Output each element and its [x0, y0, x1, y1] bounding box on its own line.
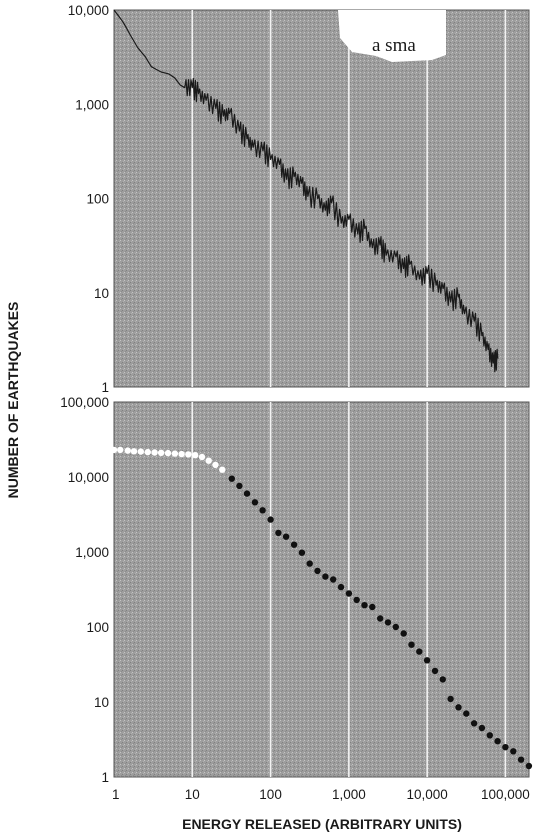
data-point-black	[447, 695, 454, 703]
data-point-black	[353, 596, 360, 604]
data-point-black	[525, 762, 533, 770]
data-point-black	[322, 573, 329, 580]
data-point-black	[463, 710, 470, 717]
data-point-black	[478, 724, 486, 732]
annotation-text: a sma	[372, 35, 416, 56]
x-tick-label: 10,000	[406, 787, 447, 802]
data-point-black	[400, 630, 407, 637]
data-point-white	[137, 448, 144, 455]
data-point-black	[298, 549, 306, 556]
data-point-black	[228, 475, 235, 482]
data-point-black	[455, 704, 462, 711]
data-point-black	[236, 482, 243, 490]
data-point-black	[282, 533, 290, 540]
data-point-white	[117, 446, 124, 454]
data-point-white	[151, 449, 158, 456]
data-point-white	[130, 448, 138, 455]
data-point-black	[361, 602, 368, 609]
data-point-black	[251, 499, 259, 506]
x-tick-label: 10	[185, 787, 200, 802]
y-tick-label: 1	[101, 770, 109, 785]
y-tick-label: 10,000	[68, 470, 109, 485]
y-tick-label: 1,000	[75, 97, 109, 112]
data-point-black	[408, 641, 415, 648]
x-tick-label: 1	[112, 787, 120, 802]
white-smudge	[338, 10, 446, 62]
y-axis-label: NUMBER OF EARTHQUAKES	[5, 302, 21, 499]
data-point-black	[486, 732, 493, 739]
data-point-white	[144, 448, 151, 456]
data-point-black	[416, 648, 423, 655]
data-point-white	[157, 449, 165, 456]
data-point-black	[290, 541, 298, 548]
data-point-black	[369, 603, 376, 611]
data-point-white	[198, 453, 206, 461]
y-tick-label: 10,000	[68, 3, 109, 18]
top-y-ticks: 1 10 100 1,000 10,000	[68, 3, 109, 395]
series-line	[113, 9, 499, 373]
data-point-black	[431, 667, 439, 675]
y-tick-label: 1,000	[75, 545, 109, 560]
data-point-black	[314, 567, 321, 575]
data-point-black	[384, 619, 392, 626]
data-point-black	[517, 756, 525, 763]
data-point-black	[392, 623, 399, 631]
x-tick-label: 1,000	[332, 787, 366, 802]
y-tick-label: 10	[94, 695, 109, 710]
data-point-black	[423, 657, 431, 664]
data-point-black	[510, 748, 517, 755]
data-point-black	[502, 744, 509, 751]
data-point-black	[275, 529, 282, 537]
data-point-black	[345, 590, 353, 597]
x-tick-label: 100	[259, 787, 282, 802]
data-point-black	[494, 738, 501, 745]
x-tick-label: 100,000	[481, 787, 530, 802]
top-gridlines	[191, 10, 507, 387]
data-point-white	[185, 451, 192, 458]
data-point-white	[212, 461, 219, 469]
data-point-white	[178, 450, 185, 458]
data-point-white	[171, 450, 179, 457]
data-point-white	[164, 449, 172, 457]
data-point-black	[330, 576, 337, 583]
bottom-x-ticks: 1 10 100 1,000 10,000 100,000	[112, 787, 530, 802]
bottom-points	[110, 446, 533, 770]
data-point-black	[470, 720, 478, 727]
data-point-white	[110, 446, 118, 454]
y-tick-label: 100	[86, 620, 109, 635]
y-tick-label: 100,000	[60, 395, 109, 410]
data-point-white	[219, 466, 226, 473]
data-point-white	[192, 452, 199, 459]
data-point-black	[337, 583, 345, 591]
y-tick-label: 100	[86, 192, 109, 207]
data-point-black	[267, 516, 274, 523]
bottom-plot-background	[113, 401, 530, 778]
data-point-white	[124, 447, 131, 454]
top-panel: a sma 1 10 100 1,000 10,000	[68, 3, 530, 395]
bottom-panel: 1 10 100 1,000 10,000 100,000 1 10 100 1,000 10,0…	[60, 395, 533, 802]
data-point-black	[243, 490, 251, 497]
y-tick-label: 10	[94, 286, 109, 301]
data-point-black	[259, 507, 266, 514]
x-axis-label: ENERGY RELEASED (ARBITRARY UNITS)	[182, 816, 462, 832]
data-point-black	[439, 676, 446, 683]
bottom-y-ticks: 1 10 100 1,000 10,000 100,000	[60, 395, 109, 785]
data-point-black	[377, 615, 384, 622]
bottom-gridlines	[191, 402, 507, 777]
data-point-white	[205, 457, 212, 464]
data-point-black	[306, 560, 313, 567]
y-tick-label: 1	[101, 380, 109, 395]
